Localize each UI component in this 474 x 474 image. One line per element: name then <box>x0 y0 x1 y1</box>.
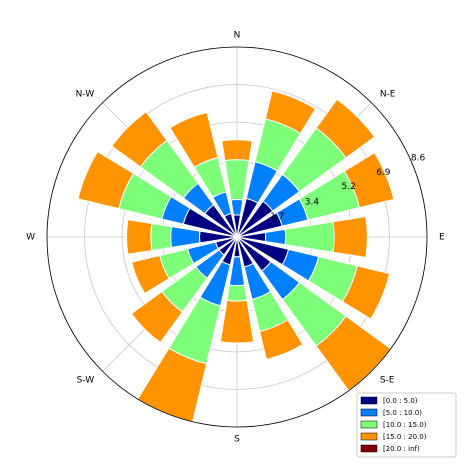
legend: [0.0 : 5.0) [5.0 : 10.0) [10.0 : 15.0) [15.… <box>356 392 457 458</box>
polar-frame <box>46 46 428 428</box>
sector <box>150 222 173 252</box>
sector <box>111 111 168 168</box>
sector <box>226 284 248 302</box>
sector <box>219 299 255 344</box>
r-tick-label: 1.7 <box>270 212 284 222</box>
direction-label: N-E <box>380 90 396 100</box>
legend-swatch <box>360 396 378 405</box>
sector <box>230 198 244 216</box>
sector <box>130 290 184 344</box>
direction-label: E <box>439 233 445 243</box>
direction-label: W <box>26 233 35 243</box>
legend-swatch <box>360 408 378 417</box>
direction-label: S-W <box>77 375 95 385</box>
sector <box>343 152 395 209</box>
direction-label: N-W <box>76 90 95 100</box>
sector <box>169 111 219 168</box>
legend-label: [0.0 : 5.0) <box>383 397 418 405</box>
legend-swatch <box>360 432 378 441</box>
legend-swatch <box>360 444 378 453</box>
sector <box>170 226 201 248</box>
legend-label: [20.0 : inf) <box>383 445 420 453</box>
sector <box>264 228 287 246</box>
sector <box>315 98 376 159</box>
sector <box>126 219 153 255</box>
sector <box>221 139 253 162</box>
r-tick-label: 3.4 <box>305 197 320 207</box>
legend-label: [10.0 : 15.0) <box>383 421 427 429</box>
sector <box>284 221 335 253</box>
sector <box>131 254 170 295</box>
sector <box>332 216 368 258</box>
r-tick-label: 8.6 <box>411 153 426 163</box>
legend-label: [5.0 : 10.0) <box>383 409 422 417</box>
sector <box>224 159 250 201</box>
sector <box>259 319 304 361</box>
legend-frame <box>356 392 457 458</box>
direction-label: S <box>234 435 240 445</box>
sector <box>264 90 317 135</box>
r-tick-label: 6.9 <box>376 168 391 178</box>
sector <box>341 265 391 320</box>
legend-label: [15.0 : 20.0) <box>383 433 427 441</box>
legend-swatch <box>360 420 378 429</box>
direction-label: N <box>234 31 241 41</box>
direction-label: S-E <box>380 375 395 385</box>
r-tick-label: 5.2 <box>342 182 356 192</box>
sector <box>77 150 135 210</box>
